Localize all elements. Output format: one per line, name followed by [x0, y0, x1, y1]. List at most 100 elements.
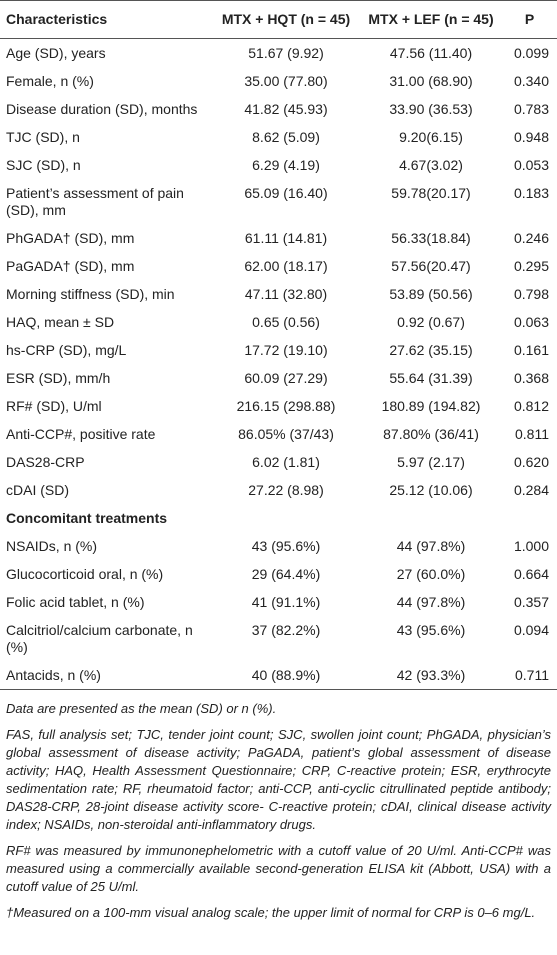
table-row: Antacids, n (%) 40 (88.9%) 42 (93.3%) 0.711 [0, 661, 557, 690]
table-row: Age (SD), years 51.67 (9.92) 47.56 (11.40)… [0, 39, 557, 68]
cell: 6.02 (1.81) [252, 454, 320, 470]
cell: 53.89 (50.56) [389, 286, 473, 302]
cell: 41 (91.1%) [251, 594, 321, 610]
table-row: DAS28-CRP 6.02 (1.81) 5.97 (2.17) 0.620 [0, 448, 557, 476]
table-row: cDAI (SD) 27.22 (8.98) 25.12 (10.06) 0.284 [0, 476, 557, 504]
cell: 0.783 [513, 101, 549, 117]
header-cell: P [524, 11, 535, 27]
cell: 1.000 [513, 538, 549, 554]
table-row: hs-CRP (SD), mg/L 17.72 (19.10) 27.62 (35.… [0, 336, 557, 364]
cell: 0.099 [513, 45, 549, 61]
row-label: HAQ, mean ± SD [6, 314, 115, 330]
table-row: NSAIDs, n (%) 43 (95.6%) 44 (97.8%) 1.000 [0, 532, 557, 560]
cell: 216.15 (298.88) [236, 398, 336, 414]
cell: 0.948 [513, 129, 549, 145]
cell: 0.063 [513, 314, 549, 330]
cell: 37 (82.2%) [251, 622, 321, 638]
cell: 57.56(20.47) [391, 258, 471, 274]
cell: 44 (97.8%) [396, 538, 466, 554]
cell: 9.20(6.15) [399, 129, 463, 145]
cell: 0.711 [515, 667, 549, 683]
table-row: HAQ, mean ± SD 0.65 (0.56) 0.92 (0.67) 0.06… [0, 308, 557, 336]
header-cell: MTX + LEF (n = 45) [368, 11, 494, 27]
cell: 17.72 (19.10) [244, 342, 328, 358]
cell: 5.97 (2.17) [397, 454, 465, 470]
cell: 42 (93.3%) [396, 667, 466, 683]
row-label: PhGADA† (SD), mm [6, 230, 135, 246]
row-label: SJC (SD), n [6, 157, 81, 173]
cell: 0.368 [513, 370, 549, 386]
cell: 35.00 (77.80) [244, 73, 328, 89]
cell: 0.811 [515, 426, 549, 442]
table-row: ESR (SD), mm/h 60.09 (27.29) 55.64 (31.39)… [0, 364, 557, 392]
cell: 65.09 (16.40) [244, 185, 328, 201]
header-cell: Characteristics [6, 11, 108, 27]
table-row: Calcitriol/calcium carbonate, n (%) 37 (8… [0, 616, 557, 661]
table-row: PhGADA† (SD), mm 61.11 (14.81) 56.33(18.84… [0, 224, 557, 252]
cell: 27.22 (8.98) [248, 482, 324, 498]
row-label: PaGADA† (SD), mm [6, 258, 135, 274]
table-row: Disease duration (SD), months 41.82 (45.9… [0, 95, 557, 123]
cell: 0.284 [513, 482, 549, 498]
note: Data are presented as the mean (SD) or n… [6, 701, 277, 716]
cell: 87.80% (36/41) [383, 426, 479, 442]
cell: 51.67 (9.92) [248, 45, 324, 61]
cell: 47.56 (11.40) [389, 45, 473, 61]
cell: 47.11 (32.80) [244, 286, 328, 302]
data-table: Characteristics MTX + HQT (n = 45) MTX + L… [0, 0, 557, 690]
cell: 0.812 [513, 398, 549, 414]
header-row: Characteristics MTX + HQT (n = 45) MTX + L… [0, 0, 557, 39]
section-heading: Concomitant treatments [6, 510, 168, 526]
table-notes: Data are presented as the mean (SD) or n… [0, 690, 557, 922]
row-label: DAS28-CRP [6, 454, 85, 470]
table-row: Anti-CCP#, positive rate 86.05% (37/43) 87… [0, 420, 557, 448]
cell: 0.92 (0.67) [397, 314, 465, 330]
cell: 8.62 (5.09) [252, 129, 320, 145]
row-label: Folic acid tablet, n (%) [6, 594, 145, 610]
table-row: SJC (SD), n 6.29 (4.19) 4.67(3.02) 0.053 [0, 151, 557, 179]
row-label: cDAI (SD) [6, 482, 69, 498]
cell: 0.65 (0.56) [252, 314, 320, 330]
cell: 60.09 (27.29) [244, 370, 328, 386]
cell: 4.67(3.02) [399, 157, 463, 173]
cell: 27 (60.0%) [396, 566, 466, 582]
cell: 0.664 [513, 566, 549, 582]
row-label: Patient’s assessment of pain (SD), mm [6, 185, 184, 218]
cell: 59.78(20.17) [391, 185, 471, 201]
row-label: Glucocorticoid oral, n (%) [6, 566, 164, 582]
cell: 0.161 [513, 342, 549, 358]
cell: 44 (97.8%) [396, 594, 466, 610]
note: RF# was measured by immunonephelometric … [6, 843, 551, 894]
cell: 0.340 [513, 73, 549, 89]
row-label: hs-CRP (SD), mg/L [6, 342, 127, 358]
cell: 56.33(18.84) [391, 230, 471, 246]
cell: 31.00 (68.90) [389, 73, 473, 89]
cell: 43 (95.6%) [251, 538, 321, 554]
table-row: RF# (SD), U/ml 216.15 (298.88) 180.89 (194… [0, 392, 557, 420]
table-row: Glucocorticoid oral, n (%) 29 (64.4%) 27 (… [0, 560, 557, 588]
cell: 0.183 [513, 185, 549, 201]
table-row: Concomitant treatments [0, 504, 557, 532]
row-label: RF# (SD), U/ml [6, 398, 102, 414]
table-header: Characteristics MTX + HQT (n = 45) MTX + L… [0, 0, 557, 39]
table-row: Morning stiffness (SD), min 47.11 (32.80)… [0, 280, 557, 308]
row-label: TJC (SD), n [6, 129, 80, 145]
row-label: Age (SD), years [6, 45, 106, 61]
row-label: Calcitriol/calcium carbonate, n (%) [6, 622, 193, 655]
cell: 29 (64.4%) [251, 566, 321, 582]
row-label: Female, n (%) [6, 73, 94, 89]
header-cell: MTX + HQT (n = 45) [221, 11, 351, 27]
cell: 33.90 (36.53) [389, 101, 473, 117]
cell: 40 (88.9%) [251, 667, 321, 683]
cell: 0.295 [513, 258, 549, 274]
table-body: Age (SD), years 51.67 (9.92) 47.56 (11.40)… [0, 39, 557, 690]
cell: 25.12 (10.06) [389, 482, 473, 498]
cell: 0.094 [513, 622, 549, 638]
cell: 0.798 [513, 286, 549, 302]
cell: 55.64 (31.39) [389, 370, 473, 386]
row-label: Morning stiffness (SD), min [6, 286, 175, 302]
row-label: Antacids, n (%) [6, 667, 101, 683]
cell: 43 (95.6%) [396, 622, 466, 638]
cell: 6.29 (4.19) [252, 157, 320, 173]
